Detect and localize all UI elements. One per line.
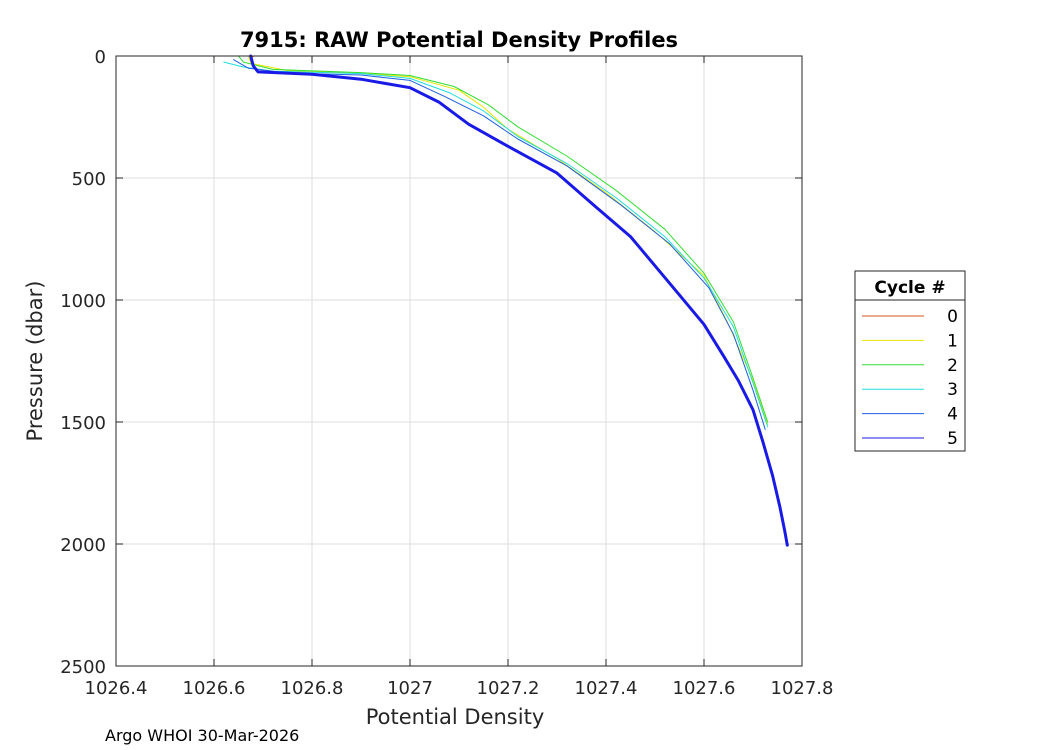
x-tick-label: 1027.2 [477,678,540,699]
chart-title: 7915: RAW Potential Density Profiles [240,28,678,52]
series-layer [135,54,789,547]
legend-label-cycle-1: 1 [947,331,958,351]
legend-label-cycle-0: 0 [947,307,958,327]
legend-box [854,270,966,452]
y-tick-label: 2500 [60,657,106,678]
series-line-cycle-3 [223,61,769,428]
plot-frame [115,55,803,667]
legend-label-cycle-4: 4 [947,405,958,425]
legend: Cycle # 0 1 2 3 4 5 [854,270,966,452]
x-tick-label: 1027.6 [673,678,736,699]
footer-text: Argo WHOI 30-Mar-2026 [105,726,299,745]
legend-label-cycle-2: 2 [947,356,958,376]
legend-items: 0 1 2 3 4 5 [862,307,958,449]
y-tick-label: 1000 [60,291,106,312]
legend-title: Cycle # [874,278,945,298]
x-tick-label: 1027 [387,678,433,699]
x-tick-label: 1026.4 [85,678,148,699]
series-line-cycle-4 [233,59,766,430]
x-tick-label: 1026.8 [281,678,344,699]
series-line-cycle-2 [238,55,769,423]
y-tick-label: 500 [72,169,106,190]
y-axis-label: Pressure (dbar) [23,281,47,442]
y-tick-label: 2000 [60,535,106,556]
legend-label-cycle-5: 5 [947,429,958,449]
x-tick-label: 1026.6 [183,678,246,699]
y-tick-label: 1500 [60,413,106,434]
x-axis-label: Potential Density [366,705,545,729]
y-tick-label: 0 [95,47,106,68]
x-tick-label: 1027.4 [575,678,638,699]
grid [116,56,802,666]
legend-label-cycle-3: 3 [947,380,958,400]
series-line-cycle-5 [249,54,789,547]
tick-layer: 1026.4 1026.6 1026.8 1027 1027.2 1027.4 1027.6… [60,47,833,699]
x-tick-label: 1027.8 [771,678,834,699]
